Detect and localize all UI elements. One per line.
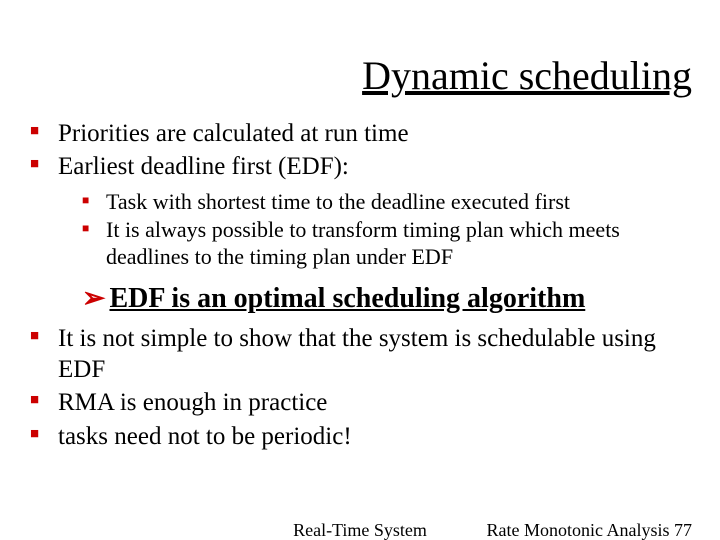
bullet-item: It is not simple to show that the system… (30, 323, 692, 386)
slide: Dynamic scheduling Priorities are calcul… (0, 0, 720, 540)
footer-page-number: 77 (674, 520, 692, 540)
bullet-item: Priorities are calculated at run time (30, 118, 692, 149)
bullet-text: RMA is enough in practice (58, 389, 327, 416)
bullet-text: Earliest deadline first (EDF): (58, 153, 349, 180)
footer-right-label: Rate Monotonic Analysis (487, 520, 670, 540)
bullet-text: Task with shortest time to the deadline … (106, 189, 570, 214)
bullet-list-bottom: It is not simple to show that the system… (30, 323, 692, 452)
slide-title: Dynamic scheduling (362, 52, 692, 99)
bullet-text: tasks need not to be periodic! (58, 423, 352, 450)
bullet-sub-item: It is always possible to transform timin… (82, 217, 692, 271)
footer-right: Rate Monotonic Analysis 77 (487, 520, 693, 540)
bullet-list-sub: Task with shortest time to the deadline … (58, 189, 692, 271)
slide-content: Priorities are calculated at run time Ea… (30, 118, 692, 454)
bullet-item: RMA is enough in practice (30, 387, 692, 418)
arrow-icon: ➢ (82, 281, 105, 314)
highlight-text: EDF is an optimal scheduling algorithm (109, 283, 585, 314)
bullet-item: tasks need not to be periodic! (30, 421, 692, 452)
bullet-list-top: Priorities are calculated at run time Ea… (30, 118, 692, 271)
bullet-text: It is always possible to transform timin… (106, 217, 620, 269)
bullet-item: Earliest deadline first (EDF): Task with… (30, 151, 692, 271)
bullet-text: Priorities are calculated at run time (58, 120, 409, 147)
bullet-sub-item: Task with shortest time to the deadline … (82, 189, 692, 216)
highlight-line: ➢EDF is an optimal scheduling algorithm (82, 281, 692, 315)
bullet-text: It is not simple to show that the system… (58, 325, 656, 383)
